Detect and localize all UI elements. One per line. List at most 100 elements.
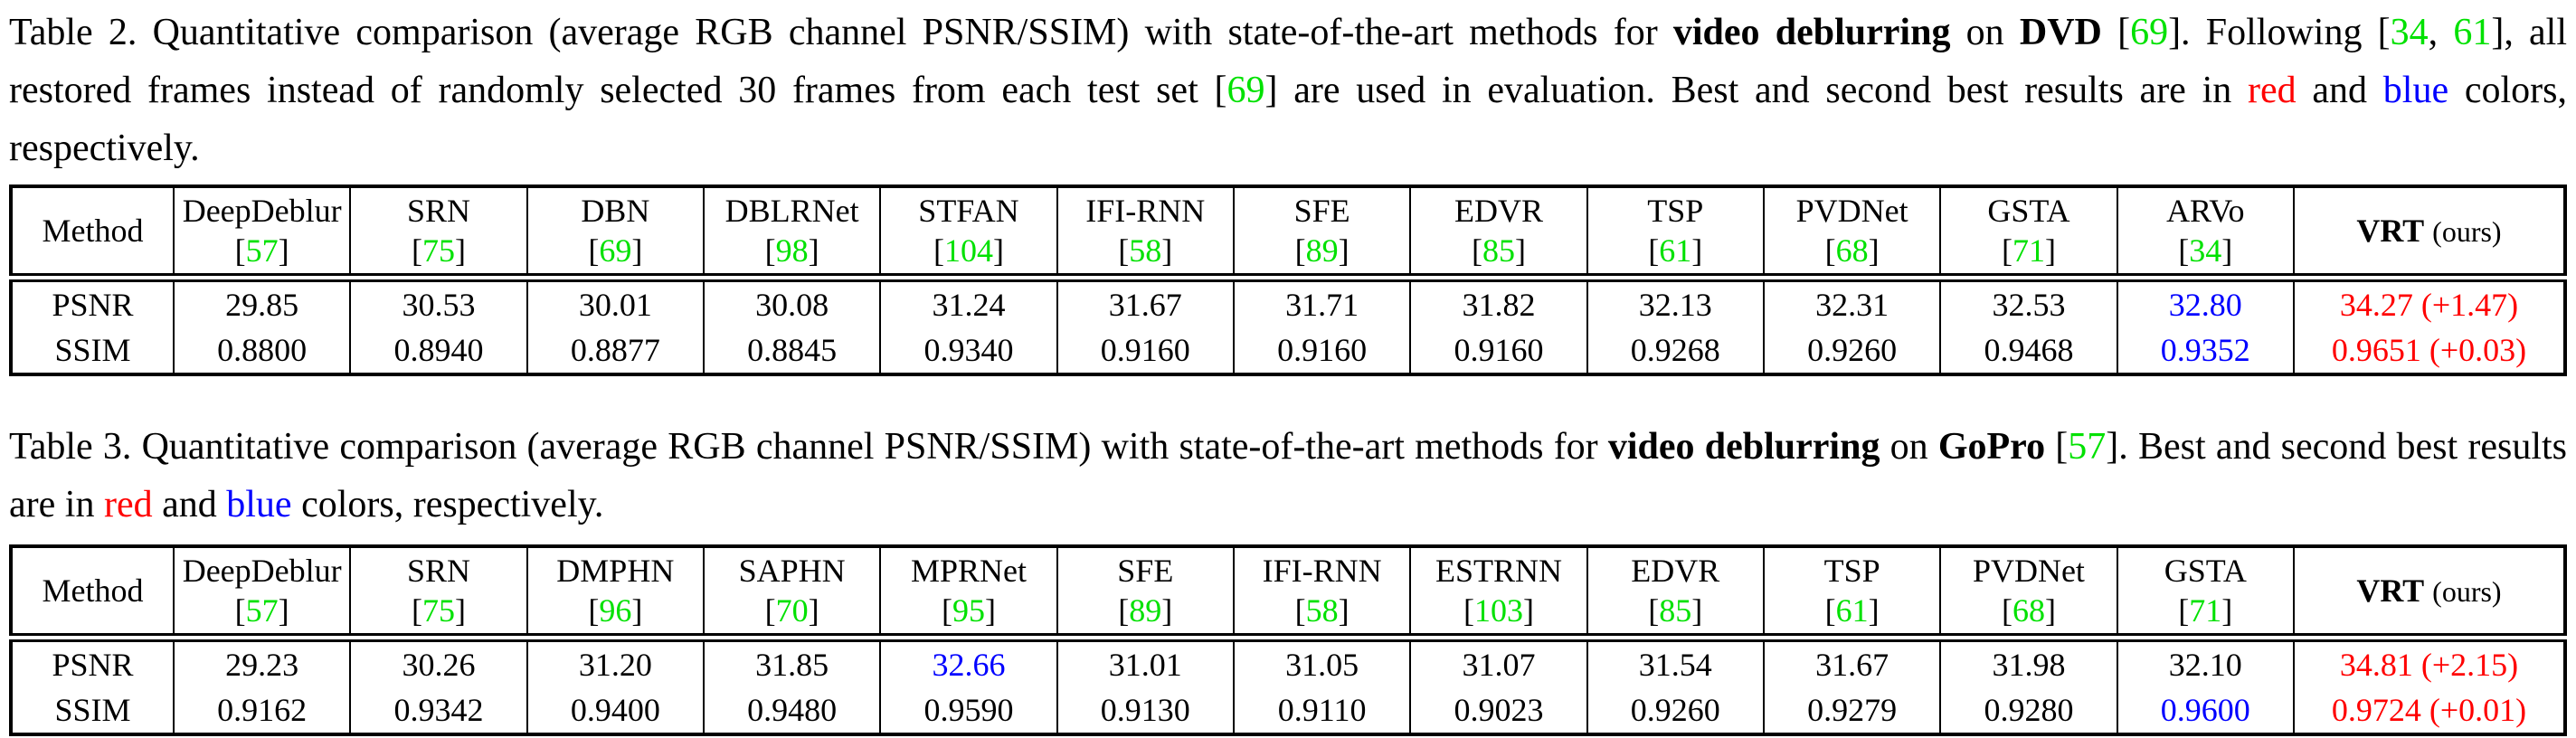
bracket: ]	[454, 592, 466, 629]
second-color-word: blue	[2382, 70, 2449, 111]
method-header-cell-vrt-ours: VRT (ours)	[2293, 546, 2566, 642]
caption-text: ], all restored frames instead of random…	[9, 12, 2568, 111]
method-header-cell: SAPHN [70]	[702, 546, 882, 642]
table3-caption: Table 3. Quantitative comparison (averag…	[9, 418, 2567, 534]
citation-ref[interactable]: 89	[1129, 592, 1162, 629]
bracket: [	[1648, 592, 1660, 629]
citation-ref[interactable]: 57	[2068, 426, 2107, 468]
citation-ref[interactable]: 71	[2189, 592, 2222, 629]
method-header-cell: SFE [89]	[1232, 186, 1412, 282]
citation-ref[interactable]: 69	[1226, 70, 1265, 111]
bracket: [	[234, 592, 246, 629]
citation-ref[interactable]: 103	[1473, 592, 1523, 629]
citation-ref[interactable]: 68	[2012, 592, 2045, 629]
result-cell: 0.9400	[526, 687, 705, 734]
caption-text: and	[2296, 70, 2383, 111]
metric-label: PSNR	[10, 638, 175, 687]
metric-row-ssim: SSIM 0.9162 0.9342 0.9400 0.9480 0.9590 0.9130…	[10, 687, 2566, 734]
table-header-row: Method DeepDeblur [57] SRN [75] DBN [69] DBLRNe…	[10, 186, 2566, 282]
method-header-cell: STFAN [104]	[879, 186, 1058, 282]
result-cell: 0.9130	[1056, 687, 1235, 734]
method-name: IFI-RNN	[1262, 553, 1382, 589]
method-header-cell: EDVR [85]	[1586, 546, 1765, 642]
citation-ref[interactable]: 98	[775, 232, 809, 269]
citation-ref[interactable]: 58	[1305, 592, 1339, 629]
bracket: ]	[2044, 232, 2056, 269]
result-cell: 0.8877	[526, 327, 705, 374]
method-citation: [58]	[1236, 591, 1408, 629]
result-cell-second-best: 0.9600	[2116, 687, 2296, 734]
citation-ref[interactable]: 68	[1835, 232, 1869, 269]
method-name: DeepDeblur	[182, 193, 342, 229]
citation-ref[interactable]: 61	[2453, 12, 2492, 53]
citation-ref[interactable]: 75	[421, 232, 455, 269]
table3-gopro-results: Method DeepDeblur [57] SRN [75] DMPHN [96] SAPH…	[9, 544, 2567, 736]
citation-ref[interactable]: 57	[245, 592, 279, 629]
citation-ref[interactable]: 70	[775, 592, 809, 629]
result-cell: 31.54	[1586, 638, 1765, 687]
method-citation: [75]	[352, 591, 525, 629]
method-name: STFAN	[918, 193, 1019, 229]
result-cell: 0.9160	[1409, 327, 1588, 374]
citation-ref[interactable]: 34	[2189, 232, 2222, 269]
citation-ref[interactable]: 85	[1659, 592, 1692, 629]
citation-ref[interactable]: 71	[2012, 232, 2045, 269]
citation-ref[interactable]: 95	[952, 592, 985, 629]
result-cell: 0.9280	[1939, 687, 2118, 734]
citation-ref[interactable]: 61	[1659, 232, 1692, 269]
method-citation: [68]	[1766, 231, 1938, 269]
bracket: [	[2178, 592, 2190, 629]
method-name: EDVR	[1454, 193, 1543, 229]
result-cell: 0.9260	[1762, 327, 1942, 374]
result-cell: 31.98	[1939, 638, 2118, 687]
method-name: ARVo	[2166, 193, 2245, 229]
bracket: [	[1463, 592, 1474, 629]
method-header-cell: ESTRNN [103]	[1409, 546, 1588, 642]
second-color-word: blue	[226, 484, 292, 525]
bracket: [	[411, 232, 422, 269]
method-header-cell: EDVR [85]	[1409, 186, 1588, 282]
caption-text: ,	[2428, 12, 2454, 53]
bracket: [	[588, 592, 600, 629]
citation-ref[interactable]: 75	[421, 592, 455, 629]
bracket: ]	[631, 232, 643, 269]
citation-ref[interactable]: 85	[1482, 232, 1515, 269]
bracket: ]	[1868, 232, 1880, 269]
bracket: ]	[631, 592, 643, 629]
table2-dvd-results: Method DeepDeblur [57] SRN [75] DBN [69] DBLRNe…	[9, 184, 2567, 376]
citation-ref[interactable]: 104	[943, 232, 993, 269]
result-cell: 31.85	[702, 638, 882, 687]
method-citation: [75]	[352, 231, 525, 269]
result-cell: 31.01	[1056, 638, 1235, 687]
bracket: ]	[2044, 592, 2056, 629]
caption-text: on	[1880, 426, 1938, 468]
bracket: [	[411, 592, 422, 629]
citation-ref[interactable]: 69	[599, 232, 632, 269]
citation-ref[interactable]: 69	[2130, 12, 2169, 53]
citation-ref[interactable]: 89	[1305, 232, 1339, 269]
bracket: ]	[1691, 232, 1703, 269]
method-citation: [57]	[175, 591, 348, 629]
result-cell-second-best: 32.80	[2116, 278, 2296, 327]
caption-text: ]. Following [	[2168, 12, 2391, 53]
citation-ref[interactable]: 96	[599, 592, 632, 629]
citation-ref[interactable]: 34	[2390, 12, 2429, 53]
citation-ref[interactable]: 58	[1129, 232, 1162, 269]
citation-ref[interactable]: 57	[245, 232, 279, 269]
result-cell-best: 0.9724 (+0.01)	[2293, 687, 2566, 734]
bracket: ]	[1161, 232, 1173, 269]
result-cell: 0.9110	[1232, 687, 1412, 734]
method-header-cell-vrt-ours: VRT (ours)	[2293, 186, 2566, 282]
method-citation: [85]	[1589, 591, 1762, 629]
citation-ref[interactable]: 61	[1835, 592, 1869, 629]
result-cell: 29.85	[172, 278, 352, 327]
bracket: ]	[992, 232, 1004, 269]
method-name: DBN	[581, 193, 650, 229]
result-cell: 0.9260	[1586, 687, 1765, 734]
caption-text: ]. Best and second best results are in	[9, 426, 2567, 525]
method-citation: [89]	[1059, 591, 1232, 629]
result-cell-best: 0.9651 (+0.03)	[2293, 327, 2566, 374]
bracket: ]	[2221, 232, 2233, 269]
bracket: [	[1294, 592, 1306, 629]
